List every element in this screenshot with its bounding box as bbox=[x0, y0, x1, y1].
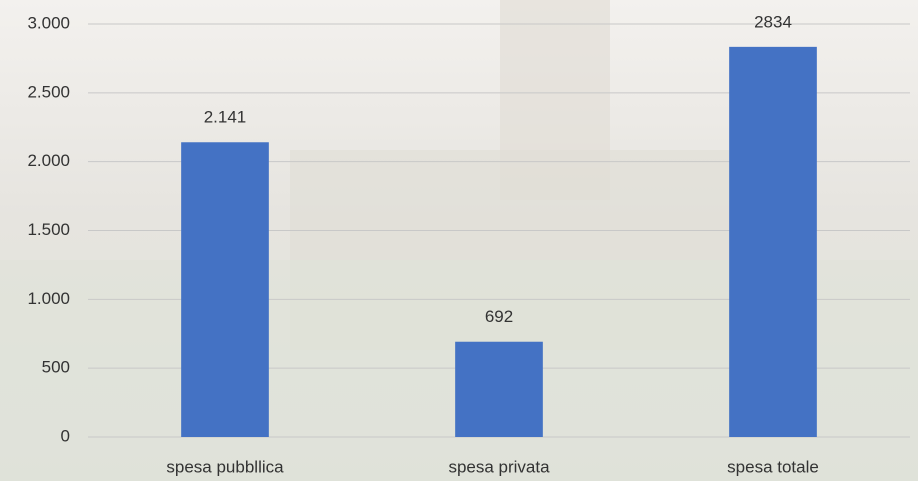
value-label: 2.141 bbox=[204, 108, 247, 127]
y-tick-label: 2.500 bbox=[27, 82, 70, 101]
y-tick-label: 1.500 bbox=[27, 220, 70, 239]
bar bbox=[455, 341, 543, 437]
y-tick-label: 1.000 bbox=[27, 289, 70, 308]
x-tick-label: spesa totale bbox=[727, 457, 819, 476]
y-tick-label: 3.000 bbox=[27, 13, 70, 32]
x-tick-label: spesa privata bbox=[448, 457, 550, 476]
value-label: 2834 bbox=[754, 12, 792, 31]
bar bbox=[729, 46, 817, 438]
y-tick-label: 0 bbox=[61, 426, 70, 445]
value-label: 692 bbox=[485, 307, 513, 326]
x-tick-label: spesa pubbllica bbox=[166, 457, 284, 476]
bar bbox=[181, 142, 269, 437]
y-tick-label: 2.000 bbox=[27, 151, 70, 170]
y-tick-label: 500 bbox=[42, 358, 70, 377]
